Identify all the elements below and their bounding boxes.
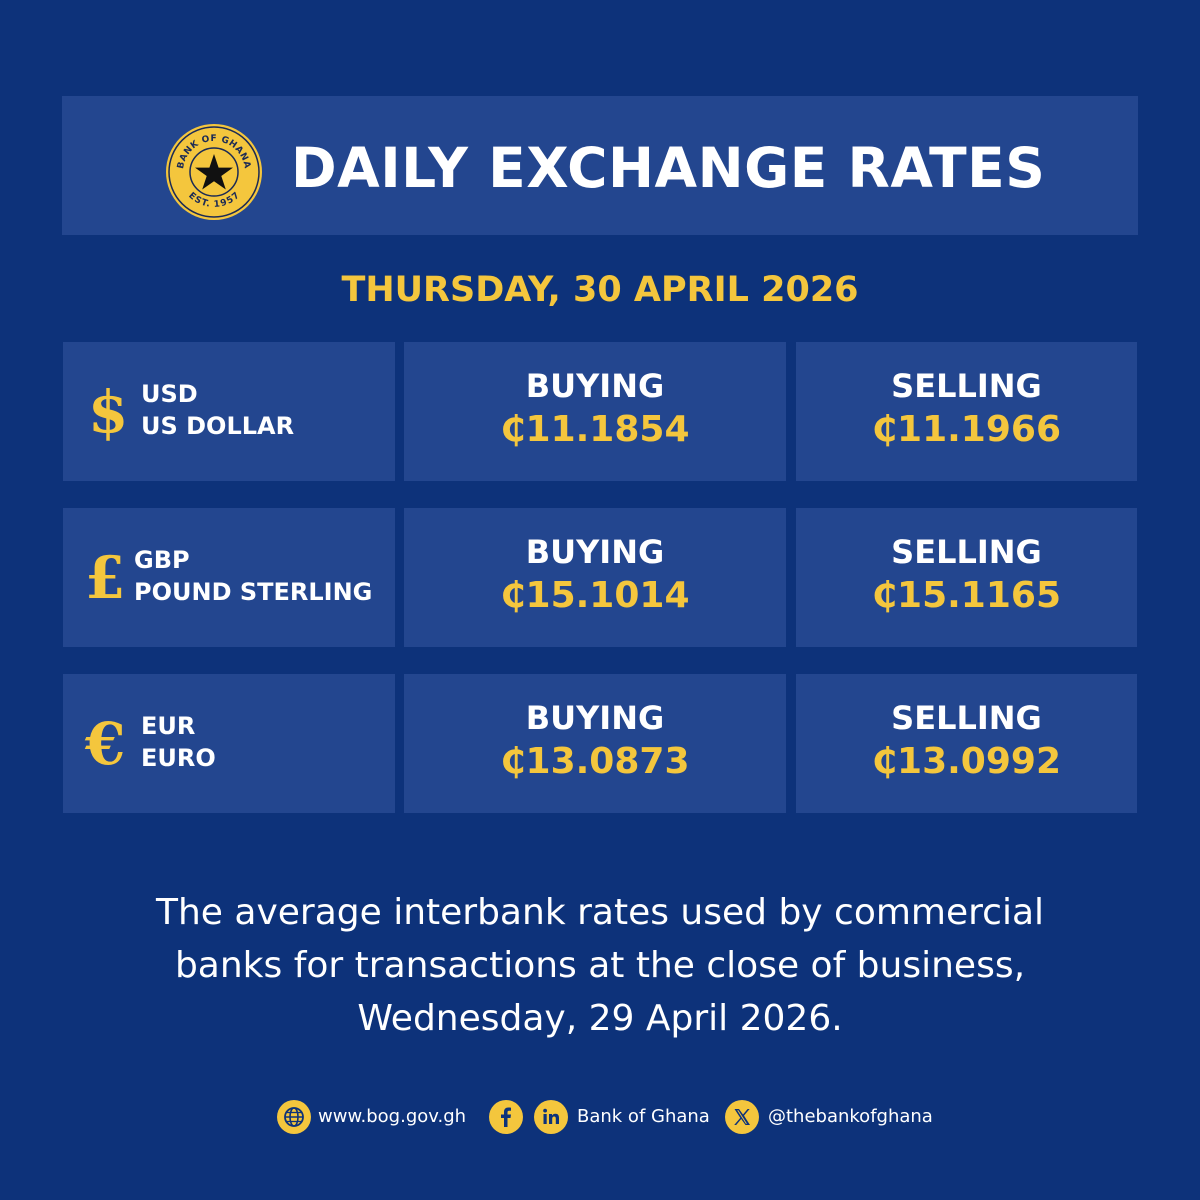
note-line: The average interbank rates used by comm…	[155, 892, 1045, 933]
currency-cell-gbp: £ GBP POUND STERLING	[63, 508, 395, 647]
footer: www.bog.gov.gh Bank of Ghana @thebankofg…	[0, 1096, 1200, 1140]
buying-label: BUYING	[525, 367, 665, 405]
currency-code: GBP	[134, 546, 190, 574]
currency-name: POUND STERLING	[134, 578, 373, 606]
selling-cell-usd: SELLING ₵11.1966	[796, 342, 1137, 481]
buying-cell-usd: BUYING ₵11.1854	[404, 342, 786, 481]
selling-rate: ₵11.1966	[871, 409, 1062, 450]
buying-rate: ₵15.1014	[500, 575, 690, 616]
currency-name: US DOLLAR	[141, 412, 295, 440]
buying-cell-eur: BUYING ₵13.0873	[404, 674, 786, 813]
currency-cell-usd: $ USD US DOLLAR	[63, 342, 395, 481]
buying-label: BUYING	[525, 699, 665, 737]
currency-name: EURO	[141, 744, 216, 772]
buying-cell-gbp: BUYING ₵15.1014	[404, 508, 786, 647]
currency-code: USD	[141, 380, 198, 408]
selling-label: SELLING	[891, 367, 1042, 405]
website-link[interactable]: www.bog.gov.gh	[318, 1106, 467, 1127]
buying-rate: ₵11.1854	[500, 409, 690, 450]
euro-icon: €	[85, 710, 126, 778]
star-icon	[195, 154, 233, 190]
currency-cell-eur: € EUR EURO	[63, 674, 395, 813]
selling-label: SELLING	[891, 533, 1042, 571]
currency-code: EUR	[141, 712, 196, 740]
selling-rate: ₵13.0992	[871, 741, 1062, 782]
x-handle[interactable]: @thebankofghana	[768, 1106, 933, 1127]
rates-note: The average interbank rates used by comm…	[100, 886, 1100, 1045]
social-name[interactable]: Bank of Ghana	[577, 1106, 710, 1127]
selling-rate: ₵15.1165	[871, 575, 1062, 616]
page-title: DAILY EXCHANGE RATES	[291, 136, 1046, 200]
dollar-icon: $	[88, 378, 129, 446]
selling-label: SELLING	[891, 699, 1042, 737]
facebook-icon[interactable]	[488, 1099, 524, 1135]
pound-icon: £	[85, 544, 126, 612]
linkedin-icon[interactable]	[533, 1099, 569, 1135]
bank-of-ghana-logo: BANK OF GHANA EST. 1957	[166, 124, 262, 220]
selling-cell-gbp: SELLING ₵15.1165	[796, 508, 1137, 647]
buying-rate: ₵13.0873	[500, 741, 690, 782]
globe-icon	[277, 1100, 311, 1134]
buying-label: BUYING	[525, 533, 665, 571]
rate-date: THURSDAY, 30 APRIL 2026	[341, 270, 859, 310]
selling-cell-eur: SELLING ₵13.0992	[796, 674, 1137, 813]
x-icon[interactable]	[724, 1099, 760, 1135]
note-line: Wednesday, 29 April 2026.	[357, 998, 843, 1039]
note-line: banks for transactions at the close of b…	[174, 945, 1026, 986]
